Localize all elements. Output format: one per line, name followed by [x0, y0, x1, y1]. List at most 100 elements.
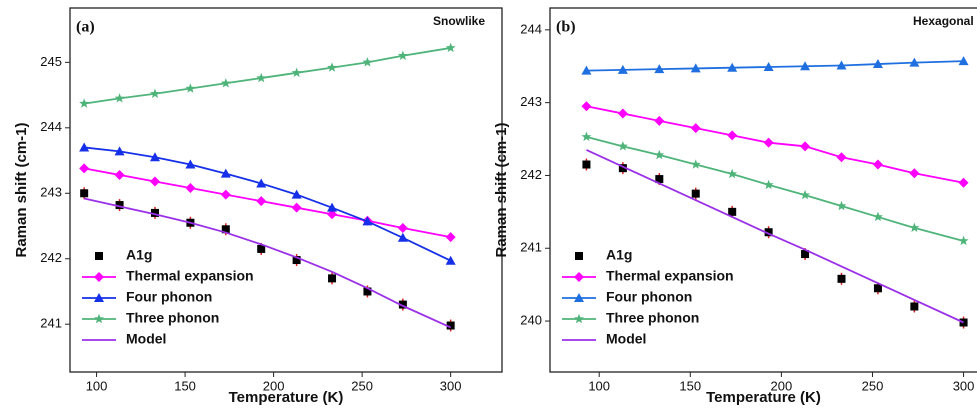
legend-label: Model	[126, 331, 166, 347]
marker-diamond	[327, 209, 338, 220]
marker-triangle	[185, 159, 196, 169]
marker-square	[801, 250, 810, 259]
marker-star	[362, 57, 373, 67]
marker-star	[574, 313, 584, 324]
marker-square	[150, 208, 159, 217]
marker-square	[582, 160, 591, 169]
x-tick-label: 150	[679, 378, 701, 393]
marker-square	[837, 274, 846, 283]
marker-diamond	[397, 222, 408, 233]
x-tick-label: 100	[86, 378, 108, 393]
marker-triangle	[574, 293, 584, 302]
plot-area	[79, 42, 456, 332]
marker-triangle	[114, 146, 125, 156]
marker-star	[220, 78, 231, 88]
marker-square	[292, 256, 301, 265]
marker-diamond	[185, 183, 196, 194]
x-tick-label: 200	[263, 378, 285, 393]
series-line	[586, 60, 964, 72]
legend-label: A1g	[126, 247, 152, 263]
legend-label: Thermal expansion	[126, 268, 254, 284]
marker-diamond	[763, 137, 774, 148]
marker-diamond	[581, 101, 592, 112]
plot-area	[581, 56, 969, 329]
y-tick-label: 241	[40, 316, 62, 331]
y-tick-label: 241	[520, 240, 542, 255]
marker-triangle	[727, 62, 738, 72]
marker-diamond	[94, 272, 104, 282]
marker-square	[873, 284, 882, 293]
series-line	[83, 197, 452, 329]
plot-frame	[69, 7, 503, 373]
marker-diamond	[727, 130, 738, 141]
annotation: Hexagonal	[913, 14, 974, 28]
x-tick-label: 300	[440, 378, 462, 393]
marker-star	[94, 313, 104, 324]
marker-square	[221, 225, 230, 234]
y-tick-label: 242	[520, 167, 542, 182]
marker-square	[446, 321, 455, 330]
marker-diamond	[654, 115, 665, 126]
marker-square	[115, 201, 124, 210]
marker-diamond	[114, 169, 125, 180]
y-axis-label: Raman shift (cm-1)	[13, 122, 30, 257]
marker-star	[581, 131, 592, 142]
marker-square	[95, 252, 103, 260]
marker-triangle	[654, 64, 665, 74]
legend-label: Four phonon	[126, 289, 212, 305]
marker-triangle	[220, 168, 231, 178]
x-tick-label: 200	[771, 378, 793, 393]
marker-star	[909, 222, 920, 233]
marker-star	[836, 200, 847, 211]
marker-diamond	[149, 176, 160, 187]
legend-label: Three phonon	[606, 310, 699, 326]
marker-triangle	[872, 59, 883, 69]
marker-star	[291, 67, 302, 78]
x-tick-label: 100	[588, 378, 610, 393]
panel-label: (a)	[76, 19, 95, 36]
legend-label: Four phonon	[606, 289, 692, 305]
series-line	[83, 167, 451, 239]
marker-square	[959, 318, 968, 327]
y-axis-label: Raman shift (cm-1)	[493, 122, 510, 257]
marker-triangle	[836, 60, 847, 70]
series-line	[586, 149, 964, 324]
series-line	[84, 146, 452, 262]
series-line	[84, 47, 451, 105]
marker-triangle	[581, 65, 592, 75]
marker-square	[618, 164, 627, 173]
marker-triangle	[397, 232, 408, 242]
marker-triangle	[362, 216, 373, 226]
legend-label: Model	[606, 331, 646, 347]
marker-triangle	[256, 178, 267, 188]
marker-diamond	[256, 196, 267, 207]
marker-star	[763, 179, 774, 190]
marker-square	[575, 252, 583, 260]
marker-triangle	[909, 57, 920, 67]
series-line	[586, 105, 964, 184]
x-tick-label: 250	[862, 378, 884, 393]
marker-diamond	[690, 123, 701, 134]
marker-square	[257, 244, 266, 253]
marker-diamond	[958, 177, 969, 188]
marker-square	[80, 189, 89, 198]
marker-square	[910, 302, 919, 311]
y-tick-label: 242	[40, 250, 62, 265]
marker-triangle	[327, 202, 338, 212]
marker-diamond	[872, 159, 883, 170]
marker-square	[655, 175, 664, 184]
marker-star	[327, 62, 337, 72]
marker-diamond	[445, 232, 456, 243]
marker-star	[185, 83, 196, 93]
x-tick-label: 250	[351, 378, 373, 393]
y-tick-label: 240	[520, 312, 542, 327]
marker-diamond	[909, 168, 920, 179]
marker-diamond	[836, 152, 847, 163]
marker-triangle	[763, 61, 774, 71]
y-tick-label: 243	[520, 94, 542, 109]
marker-square	[328, 274, 337, 283]
marker-star	[617, 141, 628, 151]
legend-label: Thermal expansion	[606, 268, 734, 284]
marker-diamond	[574, 272, 584, 282]
